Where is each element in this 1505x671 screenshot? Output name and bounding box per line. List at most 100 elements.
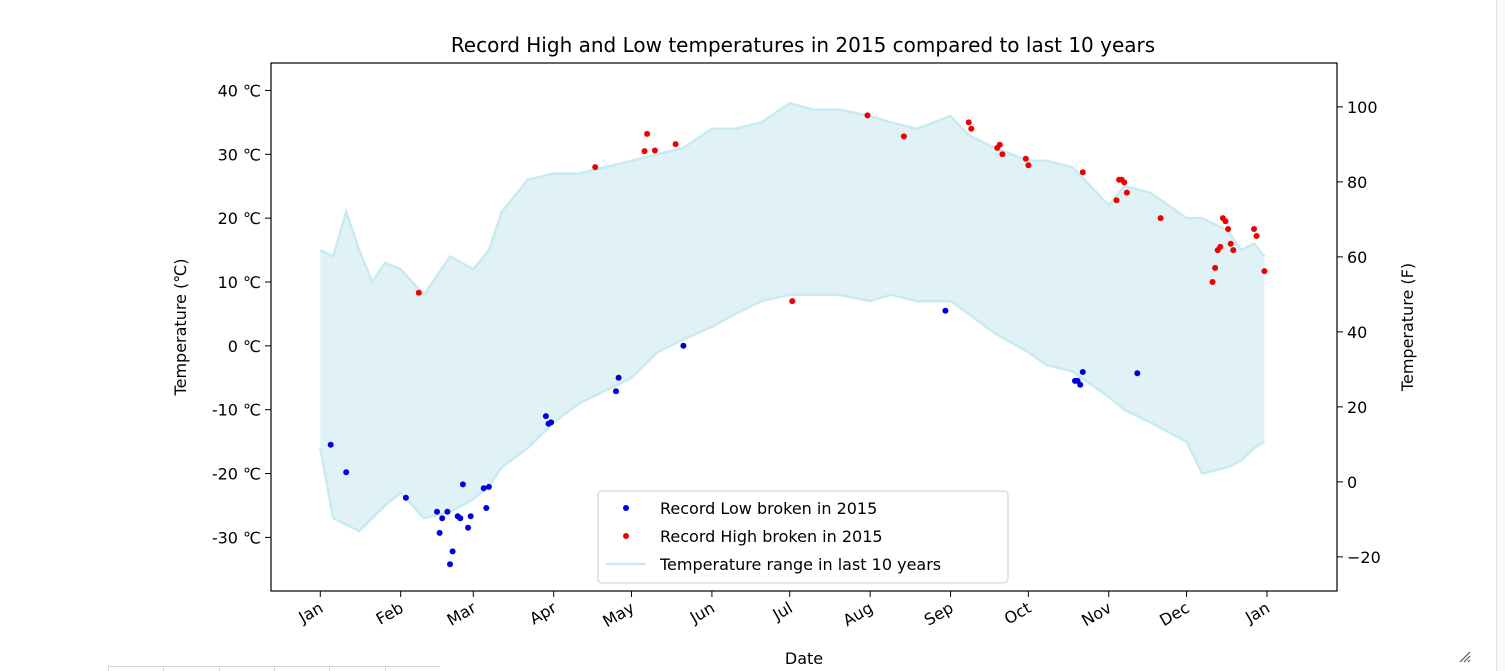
record-low-point [327, 441, 334, 448]
y-left-tick-label: -10 ℃ [212, 401, 261, 420]
record-high-point [1209, 279, 1216, 285]
y-axis-right-ticks: −20 0 20 40 60 80 100 [1337, 98, 1381, 567]
y-left-tick-label: 20 ℃ [218, 209, 261, 228]
record-high-point [900, 133, 907, 140]
record-high-point [1121, 179, 1128, 186]
record-high-point [1230, 247, 1237, 254]
record-high-point [1253, 233, 1260, 239]
record-high-point [1079, 169, 1086, 176]
record-high-point [1217, 243, 1224, 250]
range-low-line [319, 293, 1266, 533]
x-tick-label: May [599, 598, 637, 631]
axes-border [270, 62, 1338, 592]
x-tick-label: Oct [1001, 598, 1034, 628]
record-low-point [436, 529, 443, 536]
y-axis-right-label: Temperature (F) [1398, 263, 1417, 392]
y-left-tick-label: -30 ℃ [212, 528, 261, 547]
y-right-tick-label: 80 [1347, 173, 1367, 192]
y-left-tick-label: 10 ℃ [218, 273, 261, 292]
y-axis-left-ticks: -30 ℃ -20 ℃ -10 ℃ 0 ℃ 10 ℃ 20 ℃ 30 ℃ 40 ℃ [212, 81, 271, 547]
record-high-point [644, 130, 651, 137]
record-low-point [343, 469, 350, 476]
range-band-area [320, 103, 1265, 531]
toolbar-tab[interactable] [273, 667, 329, 671]
record-low-point [467, 513, 474, 520]
temperature-range-band [319, 101, 1266, 533]
x-tick-label: Jul [769, 598, 796, 625]
record-low-point [439, 515, 446, 522]
record-high-point [415, 289, 422, 296]
record-low-point [480, 485, 487, 492]
record-low-point [542, 413, 549, 420]
record-low-points [327, 307, 1141, 568]
legend-marker [623, 505, 629, 511]
record-high-point [999, 151, 1006, 158]
record-high-point [672, 141, 679, 148]
record-low-point [465, 524, 472, 531]
y-left-tick-label: 40 ℃ [218, 81, 261, 100]
toolbar-tab[interactable] [163, 667, 218, 671]
toolbar-strip: const data = JSON.parse(document.getElem… [108, 666, 440, 671]
record-low-point [402, 494, 409, 501]
record-high-point [592, 164, 599, 171]
y-right-tick-label: 20 [1347, 398, 1367, 417]
record-low-point [483, 505, 490, 511]
record-low-point [449, 548, 456, 555]
x-tick-label: Jan [1241, 598, 1273, 627]
legend-label: Record High broken in 2015 [660, 527, 883, 546]
legend-box [597, 490, 1009, 584]
record-high-point [996, 141, 1003, 148]
y-right-tick-label: 40 [1347, 323, 1367, 342]
record-low-point [485, 483, 492, 490]
legend: Record Low broken in 2015 Record High bro… [597, 490, 1009, 584]
toolbar-tab[interactable] [108, 667, 163, 671]
toolbar-tab[interactable] [384, 667, 440, 671]
x-axis-label: Date [785, 649, 823, 668]
toolbar-tab[interactable] [329, 667, 384, 671]
record-high-point [1022, 155, 1029, 162]
x-tick-label: Apr [526, 598, 560, 629]
record-low-point [459, 481, 466, 488]
record-high-point [1222, 218, 1229, 225]
record-high-point [1123, 189, 1130, 196]
record-high-point [864, 112, 871, 119]
record-low-point [1134, 370, 1141, 377]
y-left-tick-label: 0 ℃ [228, 337, 261, 356]
chart-title: Record High and Low temperatures in 2015… [451, 33, 1155, 57]
legend-label: Record Low broken in 2015 [660, 499, 877, 518]
record-high-point [789, 298, 796, 305]
y-left-tick-label: 30 ℃ [218, 145, 261, 164]
record-high-point [641, 148, 648, 155]
y-left-tick-label: -20 ℃ [212, 465, 261, 484]
vertical-scrollbar[interactable] [1496, 0, 1505, 671]
y-right-tick-label: 60 [1347, 248, 1367, 267]
y-axis-left-label: Temperature (℃) [171, 259, 190, 397]
record-high-point [651, 147, 658, 154]
record-low-point [447, 561, 453, 568]
axes-frame [270, 62, 1338, 592]
record-low-point [548, 419, 555, 426]
x-tick-label: Nov [1078, 598, 1115, 630]
record-high-point [968, 125, 975, 132]
x-tick-label: Jan [295, 598, 327, 627]
record-high-point [1212, 264, 1219, 271]
x-tick-label: Dec [1156, 598, 1192, 630]
record-low-point [680, 342, 687, 349]
legend-label: Temperature range in last 10 years [659, 555, 941, 574]
record-high-point [1225, 226, 1232, 232]
x-axis-ticks: Jan Feb Mar Apr May Jun Jul Aug Sep Oct Nov Dec Jan [295, 591, 1273, 631]
record-high-point [1227, 240, 1234, 247]
record-low-point [1077, 381, 1084, 388]
x-tick-label: Aug [840, 598, 877, 630]
x-tick-label: Feb [373, 598, 407, 629]
toolbar-tab[interactable] [218, 667, 274, 671]
record-high-point [965, 119, 972, 126]
record-low-point [434, 508, 440, 515]
resize-grip-icon[interactable] [1457, 649, 1471, 663]
record-low-point [1079, 369, 1086, 375]
record-low-point [613, 388, 619, 395]
legend-marker [623, 533, 629, 539]
x-tick-label: Jun [686, 598, 718, 627]
y-right-tick-label: 100 [1347, 98, 1378, 117]
